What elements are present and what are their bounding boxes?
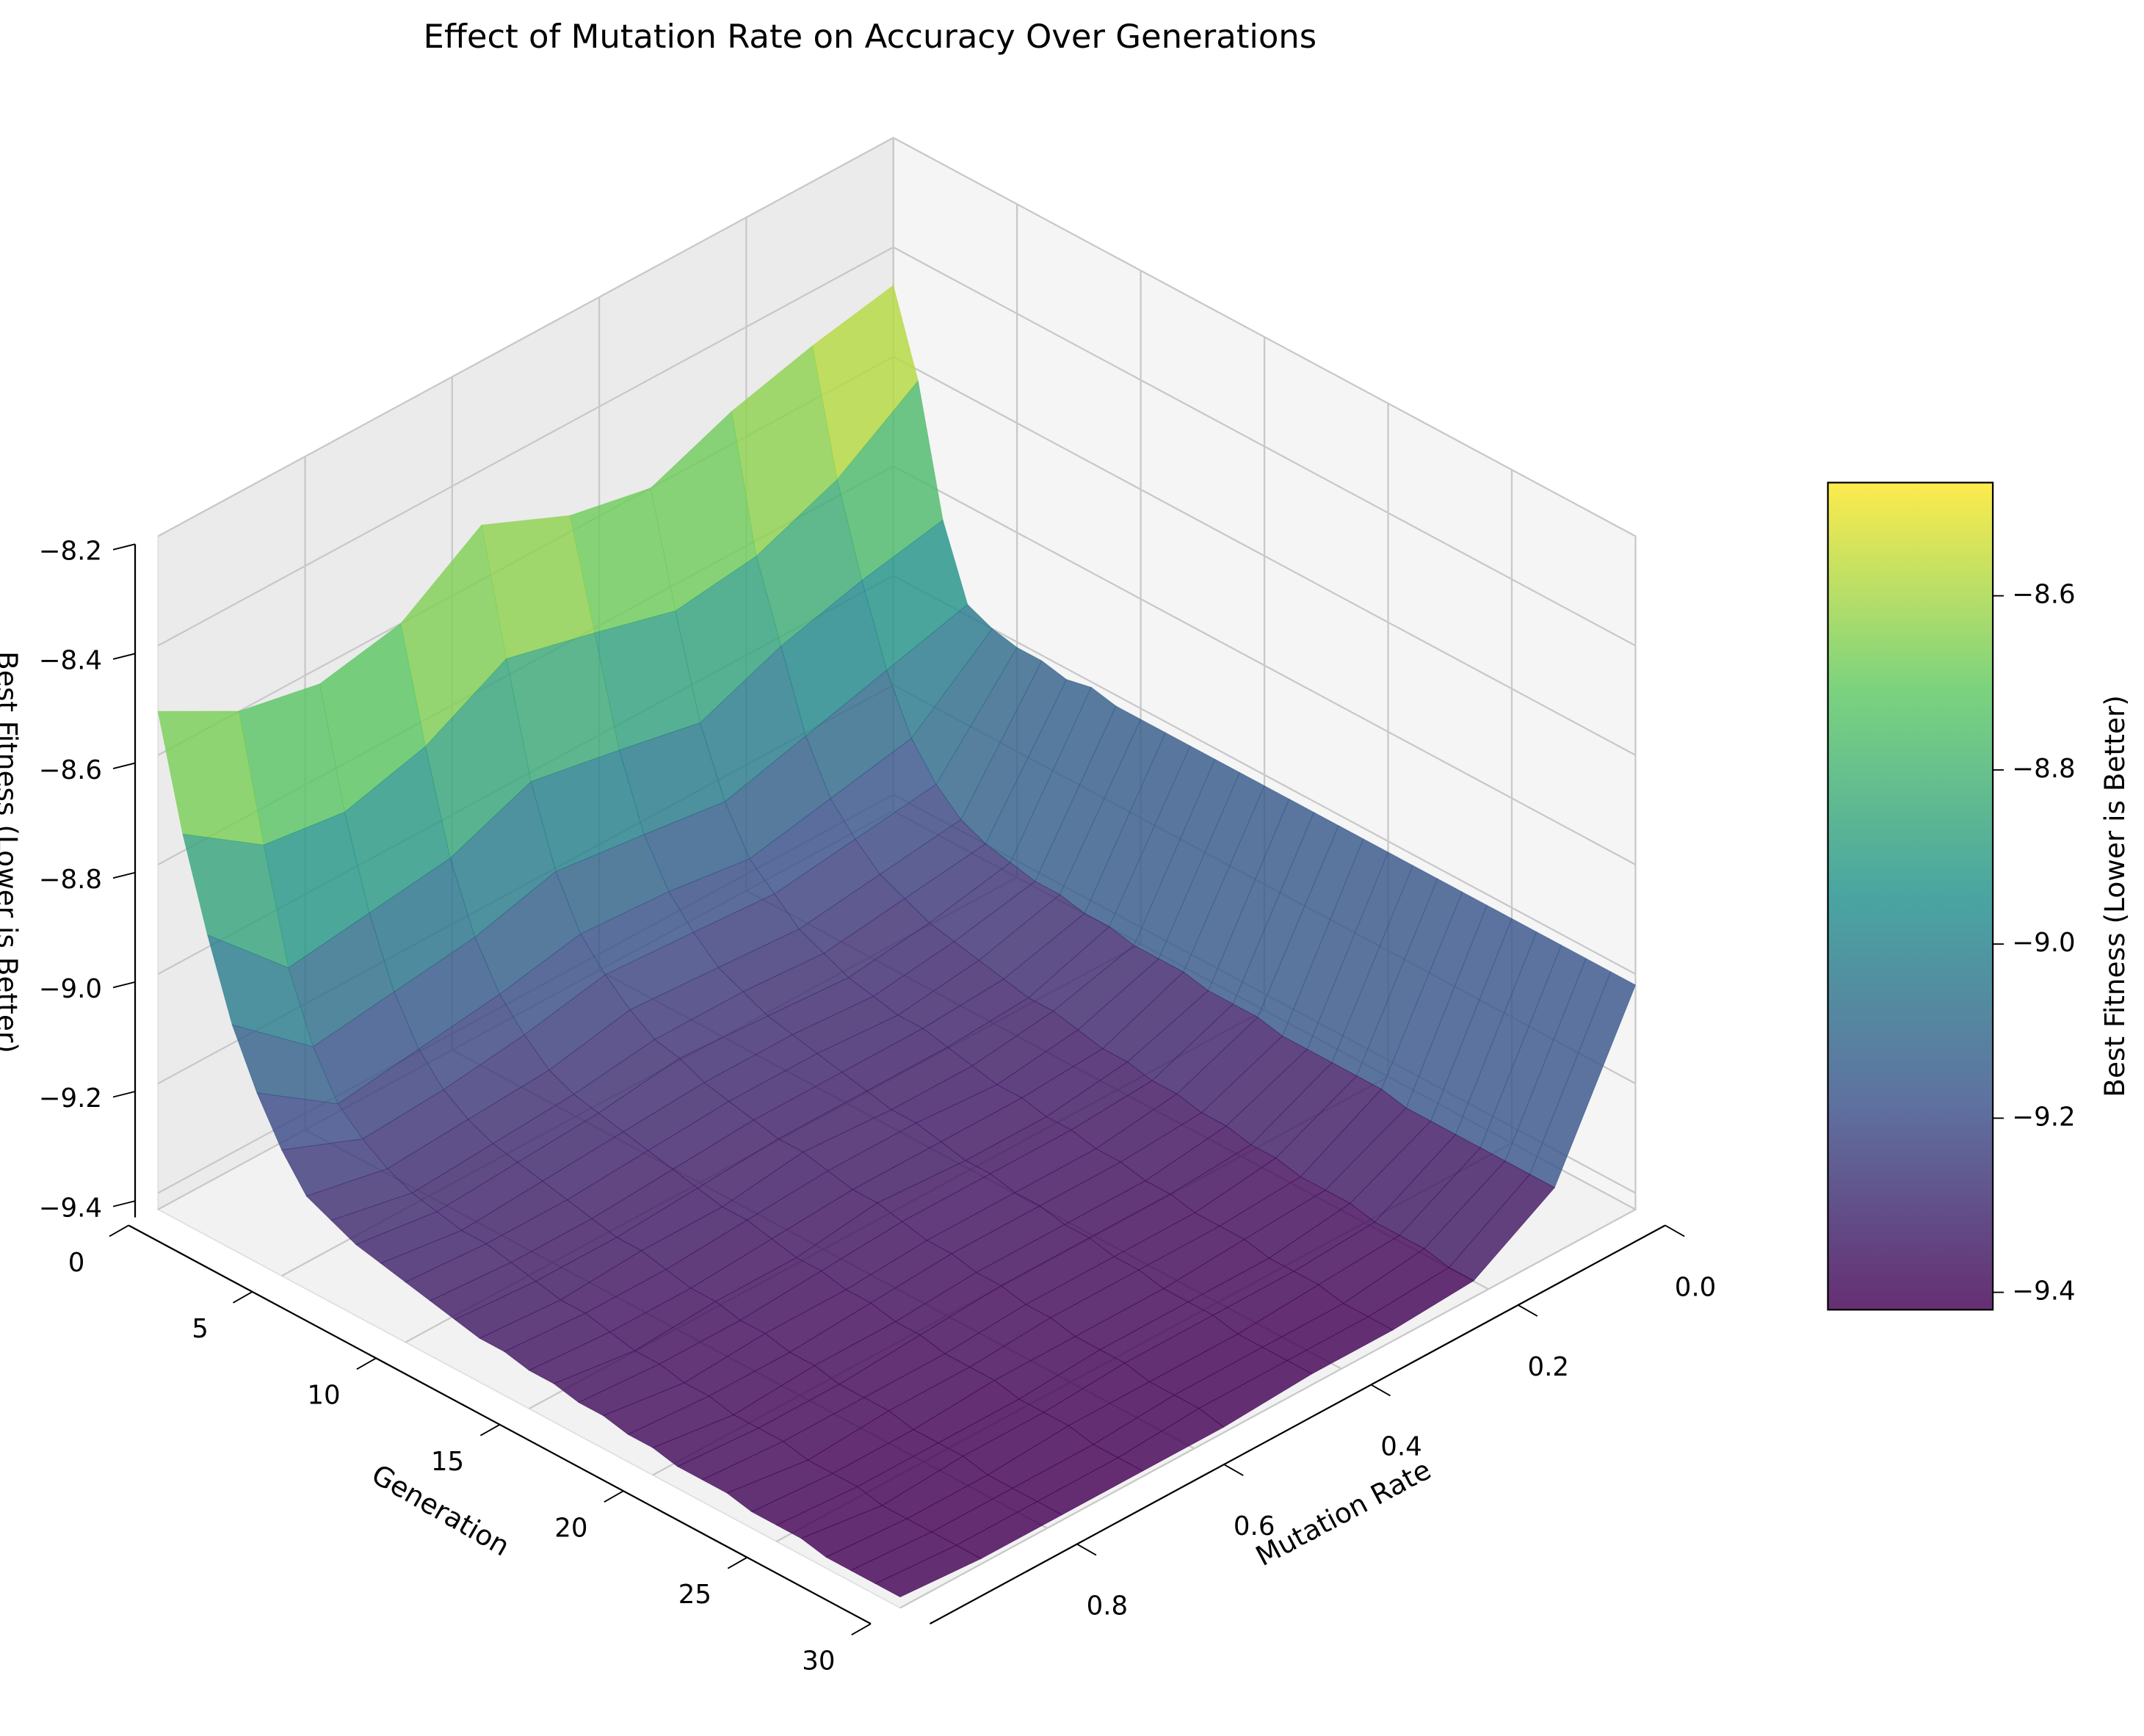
colorbar-tick-label: −9.0	[2012, 928, 2075, 958]
z-tick-label: −9.2	[39, 1083, 102, 1114]
y-tick-label: 0.0	[1675, 1272, 1717, 1302]
axis-line	[128, 1224, 872, 1625]
surface-face	[874, 1544, 982, 1598]
x-tick	[727, 1556, 747, 1569]
x-tick-label: 20	[554, 1514, 587, 1544]
x-tick-label: 25	[678, 1580, 711, 1610]
x-tick-label: 30	[802, 1646, 835, 1677]
y-tick	[1665, 1224, 1685, 1238]
y-tick-label: 0.6	[1234, 1511, 1275, 1541]
z-tick	[112, 1091, 136, 1098]
x-tick-label: 15	[431, 1447, 464, 1477]
y-tick-label: 0.4	[1380, 1432, 1422, 1462]
z-grid-line	[893, 137, 1636, 537]
y-tick	[1223, 1464, 1244, 1476]
x-tick-label: 0	[68, 1248, 85, 1278]
colorbar-tick-label: −8.6	[2012, 580, 2075, 610]
colorbar-tick-label: −9.2	[2012, 1102, 2075, 1132]
z-tick-label: −8.8	[39, 865, 102, 895]
z-tick	[112, 543, 136, 551]
z-tick	[112, 981, 136, 989]
z-tick-label: −8.2	[39, 537, 102, 567]
z-grid-line	[893, 465, 1636, 865]
z-grid-line	[157, 137, 894, 537]
x-grid-line	[899, 1208, 1636, 1609]
x-tick	[604, 1490, 624, 1503]
y-tick	[1370, 1384, 1391, 1397]
z-tick-label: −8.6	[39, 755, 102, 785]
z-grid-line	[157, 246, 894, 647]
colorbar	[1827, 482, 1994, 1311]
z-grid-line	[893, 355, 1636, 756]
x-tick	[851, 1623, 872, 1635]
axis-line	[929, 1224, 1666, 1625]
z-grid-line	[893, 575, 1636, 975]
x-tick	[356, 1357, 377, 1370]
colorbar-tick-label: −8.8	[2012, 754, 2075, 784]
y-tick	[1518, 1304, 1538, 1317]
y-tick-label: 0.8	[1087, 1591, 1129, 1621]
z-tick	[112, 1200, 136, 1207]
z-tick-label: −9.4	[39, 1193, 102, 1223]
z-tick-label: −8.4	[39, 646, 102, 676]
x-tick	[479, 1423, 501, 1437]
y-tick-label: 0.2	[1527, 1352, 1569, 1382]
z-tick	[112, 871, 136, 879]
y-tick	[1076, 1543, 1097, 1556]
x-tick-label: 10	[307, 1381, 340, 1411]
x-tick-label: 5	[192, 1314, 209, 1344]
z-grid-line	[893, 246, 1636, 647]
z-tick	[112, 653, 136, 660]
z-axis-label: Best Fitness (Lower is Better)	[0, 651, 23, 1053]
colorbar-label: Best Fitness (Lower is Better)	[2098, 695, 2131, 1097]
z-tick-label: −9.0	[39, 974, 102, 1004]
chart-title: Effect of Mutation Rate on Accuracy Over…	[424, 17, 1317, 56]
y-axis-label: Mutation Rate	[1250, 1453, 1436, 1572]
x-tick	[109, 1224, 129, 1238]
x-tick	[232, 1291, 253, 1304]
z-tick	[112, 762, 136, 769]
colorbar-tick-label: −9.4	[2012, 1276, 2075, 1307]
